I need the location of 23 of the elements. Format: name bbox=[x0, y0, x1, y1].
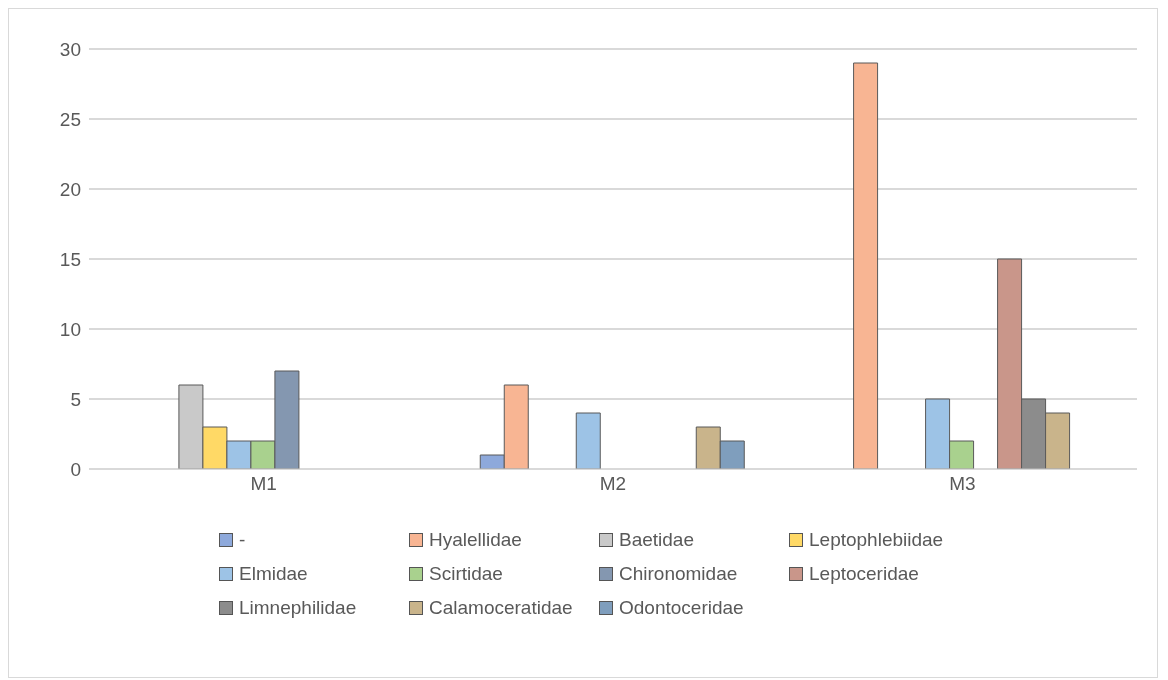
legend-label: Baetidae bbox=[619, 529, 695, 551]
legend-label: Elmidae bbox=[239, 563, 308, 585]
legend-label: - bbox=[239, 529, 246, 551]
x-tick-label: M1 bbox=[250, 473, 277, 495]
legend-label: Scirtidae bbox=[429, 563, 503, 585]
legend-label: Odontoceridae bbox=[619, 597, 744, 619]
y-tick-label: 15 bbox=[59, 248, 81, 270]
y-tick-label: 30 bbox=[59, 38, 81, 60]
legend-label: Chironomidae bbox=[619, 563, 738, 585]
y-tick-label: 25 bbox=[59, 108, 81, 130]
y-tick-label: 10 bbox=[59, 318, 81, 340]
legend-label: Limnephilidae bbox=[239, 597, 357, 619]
y-tick-label: 20 bbox=[59, 178, 81, 200]
legend-label: Leptophlebiidae bbox=[809, 529, 944, 551]
y-tick-label: 0 bbox=[70, 458, 81, 480]
legend-label: Hyalellidae bbox=[429, 529, 522, 551]
y-tick-label: 5 bbox=[70, 388, 81, 410]
x-tick-label: M3 bbox=[949, 473, 976, 495]
legend-label: Calamoceratidae bbox=[429, 597, 573, 619]
x-tick-label: M2 bbox=[599, 473, 627, 495]
bar bbox=[575, 412, 601, 469]
bar bbox=[853, 62, 879, 469]
legend-label: Leptoceridae bbox=[809, 563, 919, 585]
